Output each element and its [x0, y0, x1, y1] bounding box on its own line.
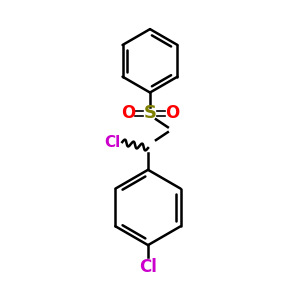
Text: O: O: [121, 104, 135, 122]
Text: Cl: Cl: [104, 135, 121, 150]
Text: S: S: [143, 104, 157, 122]
Text: Cl: Cl: [139, 258, 157, 276]
Text: O: O: [165, 104, 179, 122]
